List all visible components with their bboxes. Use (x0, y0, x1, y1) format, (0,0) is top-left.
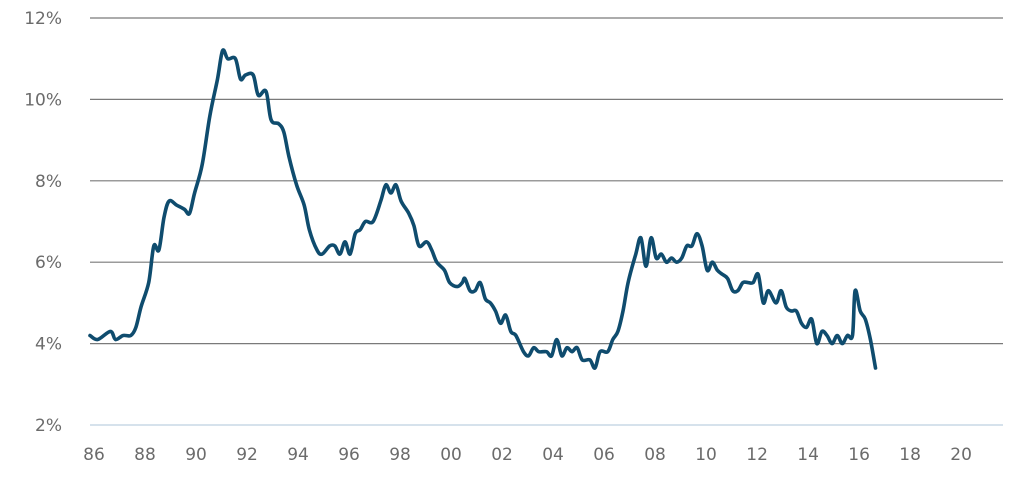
x-tick-label: 88 (134, 445, 156, 465)
x-tick-label: 08 (644, 445, 666, 465)
x-tick-label: 12 (746, 445, 768, 465)
x-tick-label: 06 (593, 445, 615, 465)
y-tick-label: 12% (24, 9, 62, 29)
y-tick-label: 6% (35, 253, 62, 273)
x-tick-label: 16 (848, 445, 870, 465)
y-tick-label: 4% (35, 335, 62, 355)
x-tick-label: 92 (236, 445, 258, 465)
x-tick-label: 14 (797, 445, 819, 465)
y-axis-ticks: 2% 4% 6% 8% 10% 12% (24, 9, 62, 436)
x-axis-ticks: 86 88 90 92 94 96 98 00 02 04 06 08 10 12 14 16 18 20 (83, 445, 972, 465)
y-tick-label: 2% (35, 416, 62, 436)
series-group (88, 48, 878, 370)
x-tick-label: 10 (695, 445, 717, 465)
x-tick-label: 18 (899, 445, 921, 465)
x-tick-label: 20 (950, 445, 972, 465)
gridlines (90, 17, 1003, 426)
series-line (88, 48, 878, 370)
x-tick-label: 00 (440, 445, 462, 465)
x-tick-label: 04 (542, 445, 564, 465)
x-tick-label: 02 (491, 445, 513, 465)
y-tick-label: 8% (35, 172, 62, 192)
x-tick-label: 98 (389, 445, 411, 465)
x-tick-label: 96 (338, 445, 360, 465)
x-tick-label: 86 (83, 445, 105, 465)
x-tick-label: 90 (185, 445, 207, 465)
x-tick-label: 94 (287, 445, 309, 465)
y-tick-label: 10% (24, 90, 62, 110)
